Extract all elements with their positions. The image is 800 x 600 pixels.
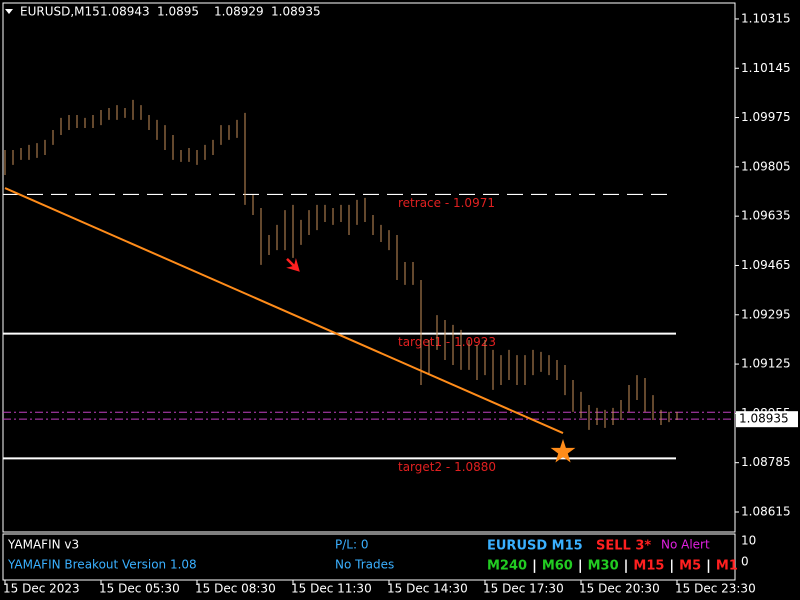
y-tick-label: 1.10315 xyxy=(741,11,791,25)
timeframe: M60 xyxy=(542,559,573,574)
x-tick-label: 15 Dec 2023 xyxy=(3,582,80,596)
x-tick-label: 15 Dec 20:30 xyxy=(579,582,660,596)
panel-version: YAMAFIN Breakout Version 1.08 xyxy=(7,558,197,572)
high: 1.0895 xyxy=(157,5,199,19)
y-tick-label: 1.09295 xyxy=(741,307,791,321)
x-tick-label: 15 Dec 17:30 xyxy=(483,582,564,596)
panel-signal: SELL 3* xyxy=(596,539,651,554)
panel-alert: No Alert xyxy=(661,538,710,552)
indicator-tick-label: 0 xyxy=(741,555,749,569)
symbol: EURUSD,M15 xyxy=(20,5,100,19)
panel-symbol: EURUSD M15 xyxy=(487,539,583,554)
y-tick-label: 1.09635 xyxy=(741,209,791,223)
signal-star xyxy=(550,439,576,463)
separator: | xyxy=(669,559,674,574)
indicator-frame xyxy=(2,533,736,581)
x-tick-label: 15 Dec 23:30 xyxy=(675,582,756,596)
x-tick-label: 15 Dec 11:30 xyxy=(291,582,372,596)
separator: | xyxy=(706,559,711,574)
y-tick-label: 1.09805 xyxy=(741,159,791,173)
level-label: retrace - 1.0971 xyxy=(398,196,495,210)
low: 1.08929 xyxy=(214,5,264,19)
trend-line xyxy=(4,187,564,435)
y-tick-label: 1.08615 xyxy=(741,504,791,518)
panel-trades: No Trades xyxy=(335,558,394,572)
close: 1.08935 xyxy=(271,5,321,19)
x-tick-label: 15 Dec 08:30 xyxy=(195,582,276,596)
timeframe: M5 xyxy=(679,559,701,574)
separator: | xyxy=(624,559,629,574)
level-label: target1 - 1.0923 xyxy=(398,335,496,349)
timeframe: M1 xyxy=(716,559,738,574)
price-box-label: 1.08935 xyxy=(739,412,789,426)
y-tick-label: 1.09125 xyxy=(741,357,791,371)
y-tick-label: 1.10145 xyxy=(741,61,791,75)
y-tick-label: 1.08785 xyxy=(741,455,791,469)
sell-arrow xyxy=(286,258,300,272)
timeframe: M240 xyxy=(487,559,527,574)
separator: | xyxy=(578,559,583,574)
y-tick-label: 1.09975 xyxy=(741,110,791,124)
price-box xyxy=(736,411,798,428)
panel-pl: P/L: 0 xyxy=(335,538,368,552)
y-tick-label: 1.09465 xyxy=(741,258,791,272)
panel-name: YAMAFIN v3 xyxy=(7,538,79,552)
x-tick-label: 15 Dec 14:30 xyxy=(387,582,468,596)
menu-triangle[interactable] xyxy=(5,9,13,14)
x-tick-label: 15 Dec 05:30 xyxy=(99,582,180,596)
timeframe: M30 xyxy=(588,559,619,574)
header: EURUSD,M15 1.08943 1.0895 1.08929 1.0893… xyxy=(20,5,321,19)
open: 1.08943 xyxy=(100,5,150,19)
separator: | xyxy=(532,559,537,574)
plot-frame xyxy=(2,2,736,533)
level-label: target2 - 1.0880 xyxy=(398,460,496,474)
timeframe: M15 xyxy=(633,559,664,574)
indicator-tick-label: 10 xyxy=(741,534,756,548)
